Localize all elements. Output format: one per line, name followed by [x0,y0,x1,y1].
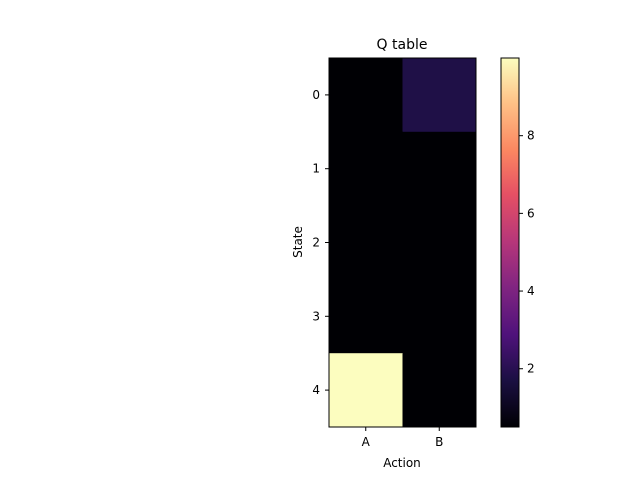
y-tick-label: 0 [312,88,320,102]
y-tick-label: 4 [312,383,320,397]
y-axis-label: State [291,226,305,258]
heatmap-cell [402,205,477,280]
x-tick-label: A [362,435,371,449]
y-tick-label: 3 [312,309,320,323]
y-tick-label: 1 [312,162,320,176]
colorbar-tick-label: 4 [527,284,535,298]
chart-title: Q table [377,37,428,53]
heatmap-cell [329,205,403,280]
heatmap-cell [329,353,403,428]
heatmap-cell [329,58,403,133]
y-tick-label: 2 [312,236,320,250]
x-tick-label: B [435,435,443,449]
heatmap-cell [329,131,403,207]
heatmap-cells [329,58,477,428]
colorbar-tick-label: 2 [527,362,535,376]
colorbar-ticks: 2 4 6 8 [519,129,535,376]
heatmap-cell [402,279,477,354]
colorbar: 2 4 6 8 [500,57,535,428]
heatmap-cell [329,279,403,354]
heatmap-cell [402,58,477,133]
colorbar-tick-label: 6 [527,206,535,220]
colorbar-tick-label: 8 [527,129,535,143]
heatmap-cell [402,131,477,207]
heatmap-cell [402,353,477,428]
colorbar-gradient [500,57,520,428]
x-axis-label: Action [383,456,421,470]
y-axis-ticks: 0 1 2 3 4 [312,88,329,397]
